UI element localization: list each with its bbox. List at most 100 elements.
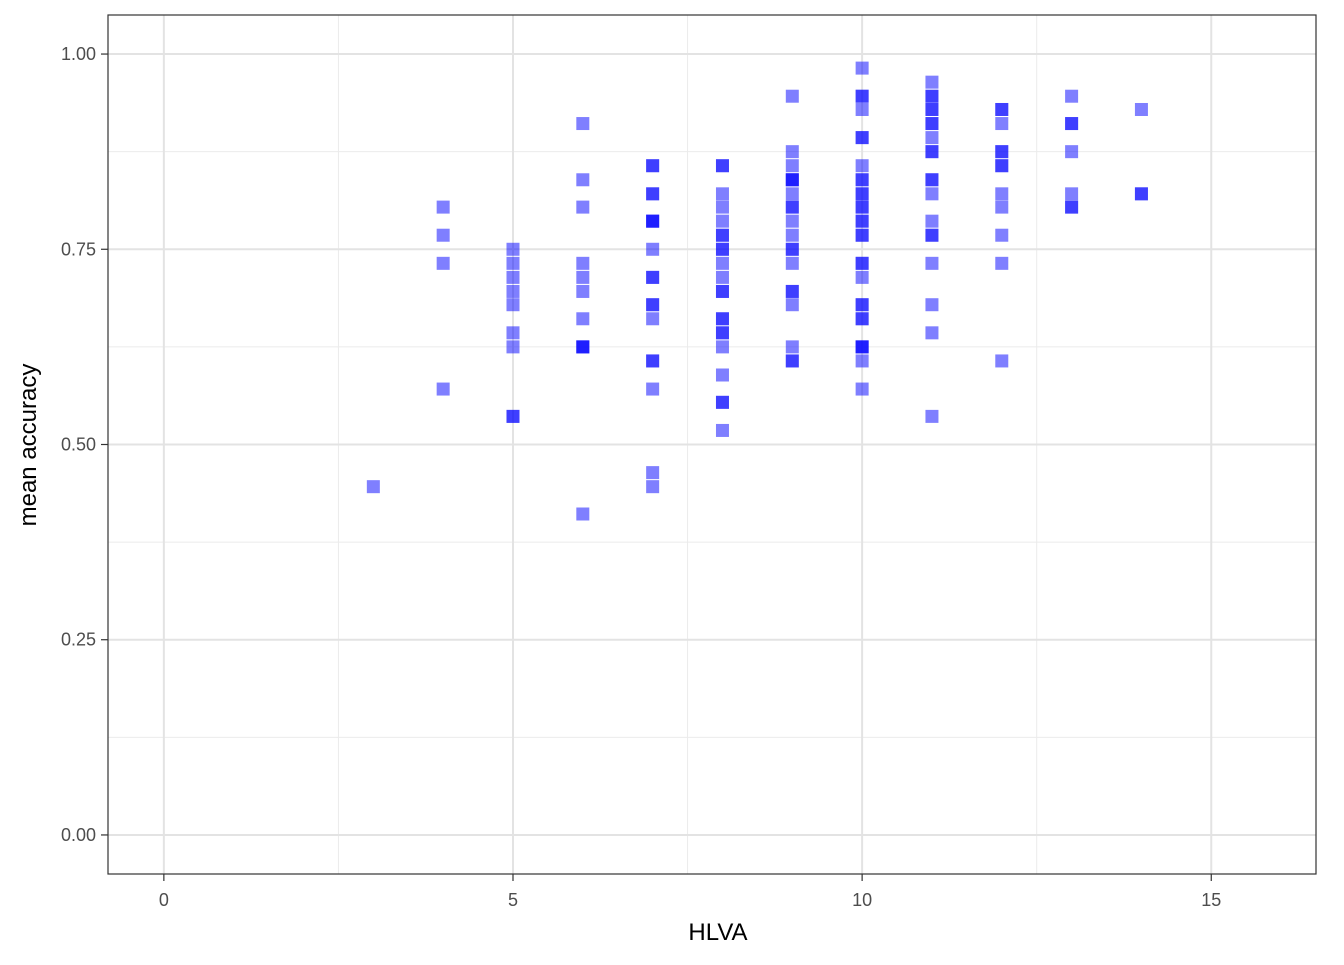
y-axis-title: mean accuracy xyxy=(15,364,42,527)
data-point xyxy=(715,187,729,201)
data-point xyxy=(925,75,939,89)
data-point xyxy=(1065,89,1079,103)
data-point xyxy=(785,256,799,270)
data-point xyxy=(506,298,520,312)
y-tick-label: 0.75 xyxy=(61,239,96,259)
data-point xyxy=(436,256,450,270)
data-point xyxy=(855,89,869,103)
y-tick-label: 0.50 xyxy=(61,435,96,455)
data-point xyxy=(995,187,1009,201)
data-point xyxy=(785,173,799,187)
data-point xyxy=(995,354,1009,368)
data-point xyxy=(785,284,799,298)
data-point xyxy=(576,507,590,521)
data-point xyxy=(785,214,799,228)
data-point xyxy=(715,368,729,382)
data-point xyxy=(855,187,869,201)
y-axis: 0.00 0.25 0.50 0.75 1.00 xyxy=(61,44,108,845)
data-point xyxy=(506,326,520,340)
data-point xyxy=(925,228,939,242)
data-point xyxy=(855,228,869,242)
data-point xyxy=(576,200,590,214)
data-point xyxy=(995,102,1009,116)
data-point xyxy=(576,173,590,187)
data-point xyxy=(646,382,660,396)
data-point xyxy=(506,270,520,284)
data-point xyxy=(715,270,729,284)
data-point xyxy=(576,340,590,354)
data-point xyxy=(646,214,660,228)
data-point xyxy=(925,214,939,228)
data-point xyxy=(506,409,520,423)
data-point xyxy=(436,200,450,214)
data-point xyxy=(436,228,450,242)
data-point xyxy=(366,480,380,494)
data-point xyxy=(715,214,729,228)
data-point xyxy=(925,409,939,423)
data-point xyxy=(855,214,869,228)
data-point xyxy=(925,256,939,270)
y-tick-label: 0.25 xyxy=(61,630,96,650)
data-point xyxy=(855,173,869,187)
grid-major xyxy=(108,15,1316,874)
data-point xyxy=(995,200,1009,214)
data-point xyxy=(576,312,590,326)
data-point xyxy=(785,242,799,256)
data-point xyxy=(506,256,520,270)
data-point xyxy=(576,256,590,270)
data-point xyxy=(1065,200,1079,214)
x-tick-label: 10 xyxy=(852,890,872,910)
data-point xyxy=(855,382,869,396)
data-point xyxy=(1065,117,1079,131)
data-point xyxy=(576,117,590,131)
data-point xyxy=(855,298,869,312)
data-point xyxy=(855,270,869,284)
x-tick-label: 0 xyxy=(159,890,169,910)
data-point xyxy=(576,270,590,284)
data-point xyxy=(506,242,520,256)
data-point xyxy=(715,159,729,173)
data-point xyxy=(995,256,1009,270)
data-point xyxy=(995,159,1009,173)
data-point xyxy=(646,298,660,312)
data-point xyxy=(855,159,869,173)
data-point xyxy=(646,159,660,173)
data-point xyxy=(715,228,729,242)
data-point xyxy=(925,298,939,312)
data-point xyxy=(646,242,660,256)
data-point xyxy=(715,340,729,354)
data-point xyxy=(855,312,869,326)
data-point xyxy=(785,89,799,103)
data-point xyxy=(855,102,869,116)
data-point xyxy=(715,312,729,326)
data-point xyxy=(646,270,660,284)
data-point xyxy=(785,354,799,368)
data-point xyxy=(995,117,1009,131)
data-point xyxy=(995,228,1009,242)
x-tick-label: 15 xyxy=(1201,890,1221,910)
y-tick-label: 1.00 xyxy=(61,44,96,64)
data-point xyxy=(855,131,869,145)
data-point xyxy=(715,242,729,256)
data-point xyxy=(506,284,520,298)
data-point xyxy=(1065,187,1079,201)
data-point xyxy=(925,89,939,103)
data-point xyxy=(785,187,799,201)
data-point xyxy=(1134,187,1148,201)
x-tick-label: 5 xyxy=(508,890,518,910)
data-point xyxy=(785,340,799,354)
data-point xyxy=(925,173,939,187)
data-point xyxy=(715,326,729,340)
data-point xyxy=(855,256,869,270)
data-point xyxy=(646,187,660,201)
data-point xyxy=(1065,145,1079,159)
data-point xyxy=(855,340,869,354)
points-layer xyxy=(366,61,1148,521)
data-point xyxy=(715,284,729,298)
data-point xyxy=(925,326,939,340)
data-point xyxy=(925,131,939,145)
data-point xyxy=(715,423,729,437)
data-point xyxy=(646,354,660,368)
